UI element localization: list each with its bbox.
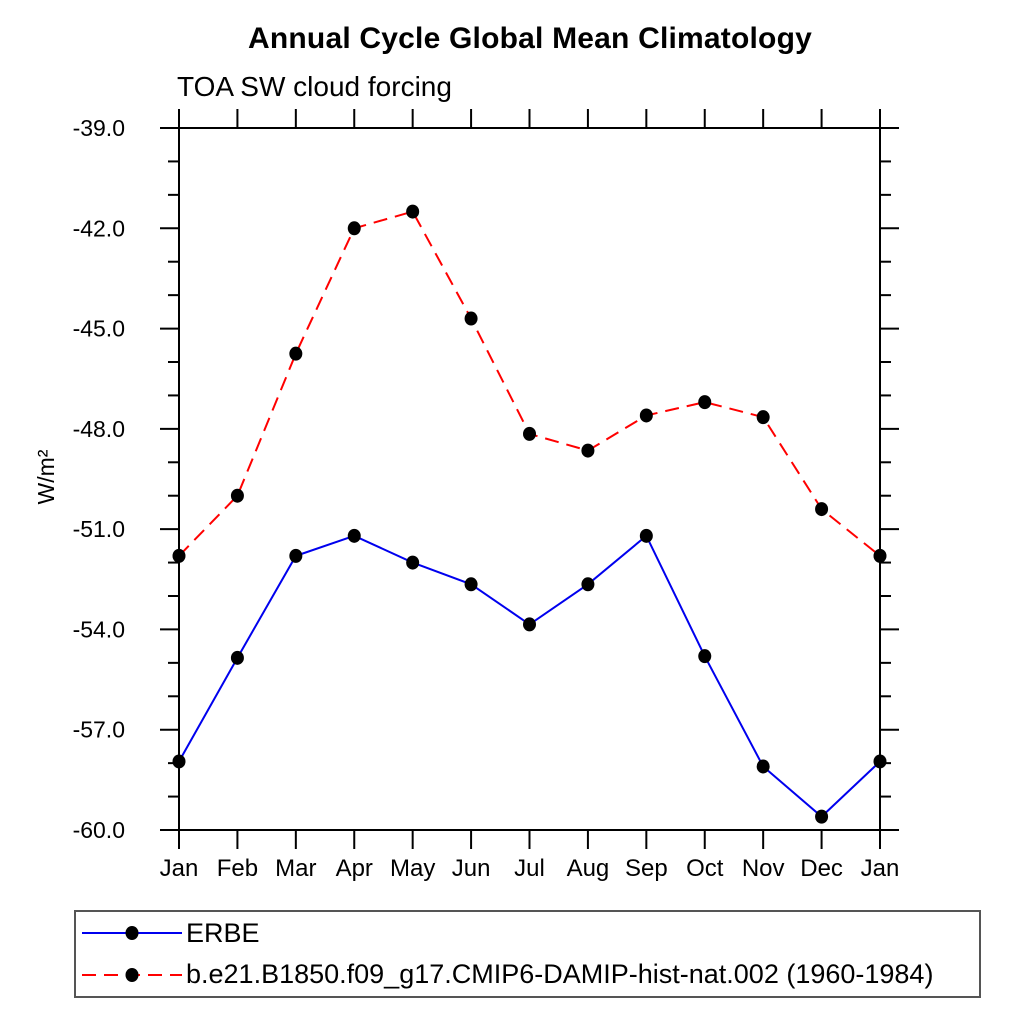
data-point-marker	[873, 754, 887, 769]
x-tick-label: Dec	[800, 855, 843, 882]
data-point-marker	[289, 548, 303, 563]
data-point-marker	[347, 221, 361, 236]
data-point-marker	[230, 650, 244, 665]
data-point-marker	[230, 488, 244, 503]
data-point-marker	[172, 548, 186, 563]
legend: ERBE b.e21.B1850.f09_g17.CMIP6-DAMIP-his…	[74, 910, 981, 998]
data-point-marker	[523, 617, 536, 632]
y-tick-label: -42.0	[73, 215, 125, 241]
x-tick-label: Nov	[742, 855, 785, 882]
y-tick-label: -54.0	[73, 616, 125, 642]
x-tick-label: Oct	[686, 855, 724, 882]
data-point-marker	[289, 346, 303, 361]
y-tick-label: -57.0	[73, 717, 125, 743]
data-point-marker	[698, 649, 712, 664]
legend-sample-marker	[125, 967, 139, 982]
x-tick-label: Aug	[567, 855, 610, 882]
data-point-marker	[581, 443, 595, 458]
data-point-marker	[639, 528, 653, 543]
data-point-marker	[756, 410, 770, 425]
x-tick-label: Jan	[160, 855, 199, 882]
data-point-marker	[464, 311, 478, 326]
data-point-marker	[347, 528, 361, 543]
legend-line-sample-dashed-icon	[82, 967, 182, 982]
x-tick-label: May	[390, 855, 435, 882]
legend-label-model: b.e21.B1850.f09_g17.CMIP6-DAMIP-hist-nat…	[186, 959, 934, 990]
legend-sample-marker	[125, 926, 139, 941]
data-point-marker	[815, 502, 829, 517]
y-tick-label: -51.0	[73, 516, 125, 542]
y-tick-label: -60.0	[73, 817, 125, 843]
data-point-marker	[639, 408, 653, 423]
legend-row-model: b.e21.B1850.f09_g17.CMIP6-DAMIP-hist-nat…	[76, 955, 979, 995]
x-tick-label: Jan	[861, 855, 900, 882]
data-point-marker	[406, 204, 420, 219]
legend-line-sample-solid-icon	[82, 926, 182, 941]
data-point-marker	[581, 577, 595, 592]
plot-frame	[178, 127, 881, 831]
y-tick-label: -48.0	[73, 416, 125, 442]
y-tick-label: -39.0	[73, 115, 125, 141]
data-point-marker	[873, 548, 887, 563]
data-point-marker	[172, 754, 186, 769]
y-tick-label: -45.0	[73, 316, 125, 342]
x-tick-label: Apr	[336, 855, 373, 882]
chart-title: Annual Cycle Global Mean Climatology	[248, 22, 812, 55]
data-point-marker	[756, 759, 770, 774]
data-point-marker	[698, 395, 712, 410]
data-point-marker	[523, 426, 536, 441]
y-axis-unit-label: W/m²	[33, 449, 59, 505]
x-tick-label: Jun	[452, 855, 491, 882]
series-line-erbe	[178, 534, 881, 818]
x-tick-label: Sep	[625, 855, 668, 882]
legend-label-erbe: ERBE	[186, 917, 260, 948]
legend-row-erbe: ERBE	[76, 913, 979, 953]
chart-subtitle: TOA SW cloud forcing	[177, 71, 452, 102]
data-point-marker	[815, 809, 829, 824]
x-tick-label: Mar	[275, 855, 316, 882]
series-line-model	[178, 210, 881, 557]
x-tick-label: Feb	[217, 855, 258, 882]
data-point-marker	[406, 555, 420, 570]
x-tick-label: Jul	[514, 855, 545, 882]
data-point-marker	[464, 577, 478, 592]
